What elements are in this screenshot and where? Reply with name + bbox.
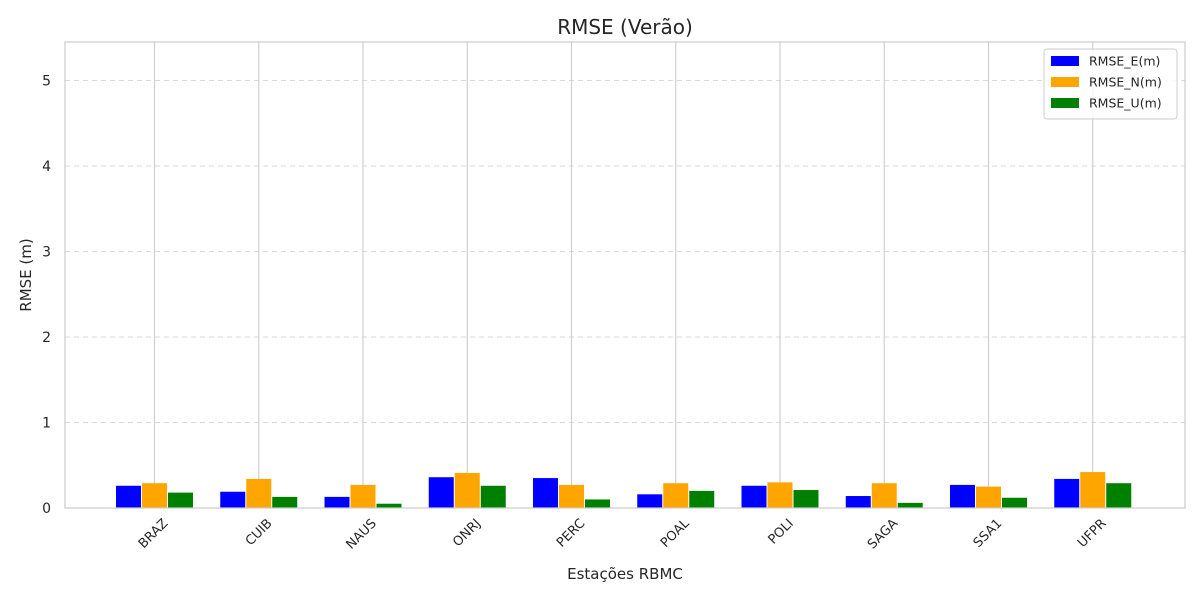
- x-tick-label: NAUS: [343, 516, 379, 552]
- y-tick-label: 1: [42, 415, 51, 431]
- bar-rmse-e-m--perc: [533, 478, 558, 508]
- x-tick-label: POAL: [658, 516, 693, 551]
- y-tick-label: 2: [42, 330, 51, 346]
- legend-label: RMSE_N(m): [1089, 75, 1162, 90]
- y-axis-ticks: 0 1 2 3 4 5: [42, 73, 51, 517]
- y-axis-label: RMSE (m): [17, 238, 35, 311]
- bar-rmse-u-m--poal: [689, 490, 715, 508]
- x-axis-ticks: BRAZ CUIB NAUS ONRJ PERC POAL POLI SAGA SSA1 UFPR: [136, 516, 1110, 553]
- bar-rmse-e-m--ssa1: [950, 484, 975, 508]
- bar-rmse-n-m--braz: [142, 483, 167, 508]
- bar-rmse-n-m--poli: [767, 482, 793, 508]
- y-tick-label: 3: [42, 244, 51, 260]
- legend: RMSE_E(m) RMSE_N(m) RMSE_U(m): [1043, 48, 1178, 120]
- x-tick-label: PERC: [554, 516, 588, 550]
- bar-rmse-e-m--braz: [116, 485, 141, 508]
- legend-label: RMSE_U(m): [1089, 96, 1162, 111]
- x-tick-label: BRAZ: [136, 516, 172, 552]
- bar-rmse-n-m--saga: [871, 483, 897, 508]
- y-tick-label: 4: [42, 159, 51, 175]
- legend-swatch: [1051, 77, 1079, 87]
- bar-rmse-e-m--poal: [637, 494, 663, 508]
- bar-rmse-e-m--poli: [741, 485, 767, 508]
- bar-rmse-e-m--onrj: [428, 477, 454, 508]
- bar-rmse-u-m--ssa1: [1002, 497, 1027, 508]
- y-tick-label: 0: [42, 501, 51, 517]
- x-tick-label: SSA1: [971, 516, 1006, 551]
- bar-rmse-u-m--braz: [168, 492, 193, 508]
- bar-rmse-u-m--onrj: [480, 485, 506, 508]
- legend-label: RMSE_E(m): [1089, 54, 1160, 69]
- bar-rmse-u-m--ufpr: [1106, 483, 1132, 508]
- bar-rmse-n-m--poal: [663, 483, 689, 508]
- x-axis-label: Estações RBMC: [567, 565, 683, 583]
- plot-frame: [64, 41, 1186, 509]
- legend-swatch: [1051, 56, 1079, 66]
- bar-rmse-n-m--cuib: [246, 478, 272, 508]
- x-tick-label: ONRJ: [450, 516, 484, 550]
- chart-title: RMSE (Verão): [557, 15, 693, 39]
- y-tick-label: 5: [42, 73, 51, 89]
- bar-rmse-n-m--naus: [350, 484, 376, 508]
- bar-rmse-n-m--ssa1: [976, 486, 1001, 508]
- bar-rmse-e-m--saga: [845, 496, 871, 508]
- x-tick-label: SAGA: [865, 516, 901, 552]
- x-tick-label: UFPR: [1075, 516, 1110, 551]
- legend-swatch: [1051, 98, 1079, 108]
- bar-rmse-u-m--cuib: [272, 496, 298, 508]
- x-tick-label: CUIB: [243, 516, 276, 549]
- bar-rmse-u-m--naus: [376, 503, 402, 508]
- bar-rmse-n-m--onrj: [454, 472, 480, 508]
- bar-rmse-n-m--ufpr: [1080, 472, 1106, 508]
- bar-rmse-u-m--perc: [585, 499, 610, 508]
- bar-rmse-e-m--naus: [324, 496, 350, 508]
- bar-rmse-u-m--poli: [793, 490, 819, 508]
- bar-rmse-n-m--perc: [559, 484, 584, 508]
- gridlines: [65, 42, 1185, 508]
- bars: [116, 472, 1132, 508]
- bar-rmse-e-m--ufpr: [1054, 478, 1080, 508]
- x-tick-label: POLI: [766, 516, 797, 547]
- bar-rmse-u-m--saga: [897, 502, 923, 508]
- bar-rmse-e-m--cuib: [220, 491, 246, 508]
